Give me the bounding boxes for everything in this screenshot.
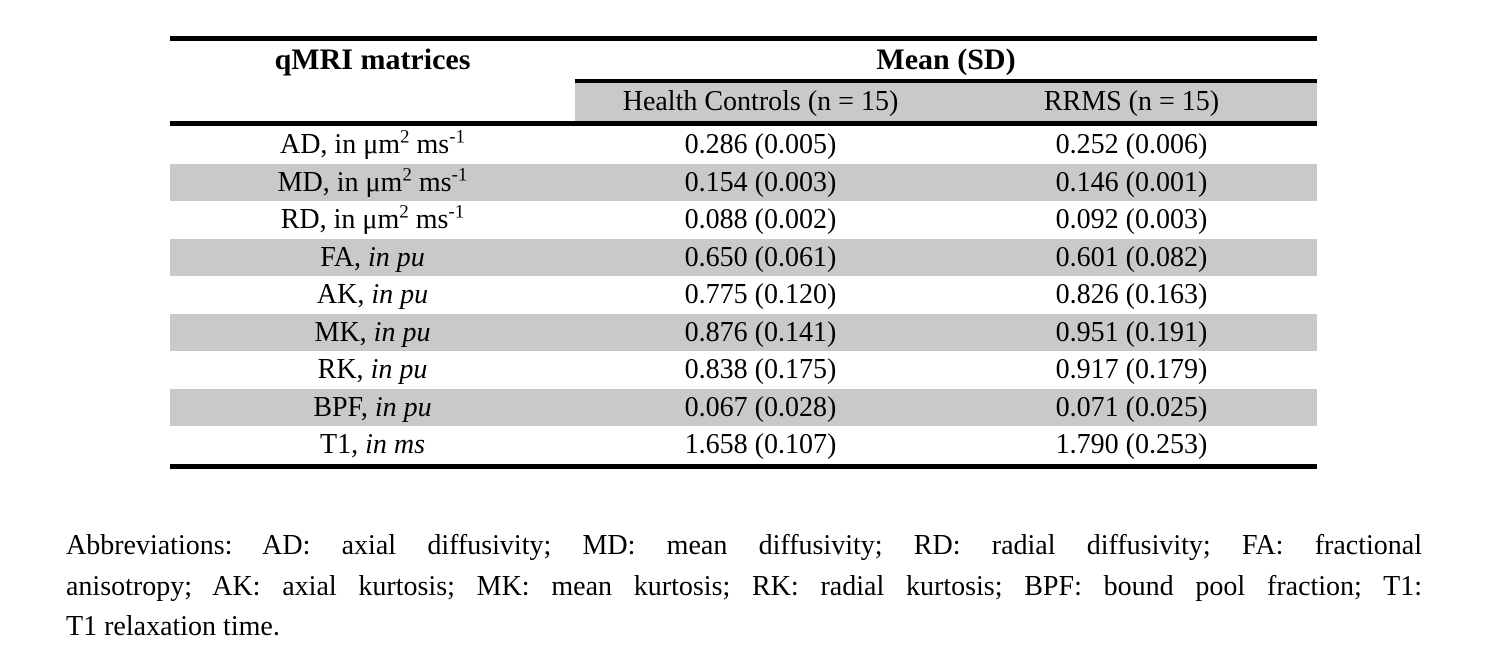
row-label-t1: T1, in ms (319, 429, 425, 460)
health-controls-value-fa: 0.650 (0.061) (684, 241, 837, 273)
health-controls-value-t1: 1.658 (0.107) (684, 429, 837, 460)
table-row-ak: AK, in pu 0.775 (0.120) 0.826 (0.163) (170, 276, 1317, 314)
rrms-value-fa: 0.601 (0.082) (1055, 241, 1208, 273)
table-row-md: MD, in μm2 ms-1 0.154 (0.003) 0.146 (0.001… (170, 163, 1317, 201)
column-subheader-health-controls: Health Controls (n = 15) (575, 81, 946, 126)
table-row-fa: FA, in pu 0.650 (0.061) 0.601 (0.082) (170, 238, 1317, 276)
table-row-bpf: BPF, in pu 0.067 (0.028) 0.071 (0.025) (170, 388, 1317, 426)
footnote-line-1: Abbreviations: AD: axial diffusivity; MD… (66, 530, 1422, 561)
health-controls-value-bpf: 0.067 (0.028) (684, 391, 837, 423)
column-group-header-mean-sd: Mean (SD) (575, 38, 1317, 83)
column-header-qmri-matrices: qMRI matrices (170, 38, 575, 126)
health-controls-value-rd: 0.088 (0.002) (684, 204, 837, 235)
table-body: AD, in μm2 ms-1 0.286 (0.005) 0.252 (0.006… (170, 124, 1317, 467)
health-controls-value-rk: 0.838 (0.175) (684, 354, 837, 385)
rrms-value-rd: 0.092 (0.003) (1055, 204, 1208, 235)
rrms-value-mk: 0.951 (0.191) (1055, 316, 1208, 348)
health-controls-value-ak: 0.775 (0.120) (684, 279, 837, 310)
row-label-fa: FA, in pu (320, 241, 425, 273)
footnote-line-2: anisotropy; AK: axial kurtosis; MK: mean… (66, 570, 1422, 602)
footnote-line-3: T1 relaxation time. (66, 611, 280, 642)
table-row-ad: AD, in μm2 ms-1 0.286 (0.005) 0.252 (0.006… (170, 124, 1317, 164)
row-label-ad: AD, in μm2 ms-1 (279, 126, 466, 160)
rrms-value-md: 0.146 (0.001) (1055, 166, 1208, 198)
row-label-mk: MK, in pu (314, 316, 431, 348)
table-row-mk: MK, in pu 0.876 (0.141) 0.951 (0.191) (170, 313, 1317, 351)
rrms-value-bpf: 0.071 (0.025) (1055, 391, 1208, 423)
rrms-value-ak: 0.826 (0.163) (1055, 279, 1208, 310)
row-label-md: MD, in μm2 ms-1 (277, 164, 468, 198)
health-controls-value-mk: 0.876 (0.141) (684, 316, 837, 348)
rrms-value-t1: 1.790 (0.253) (1055, 429, 1208, 460)
row-label-rd: RD, in μm2 ms-1 (280, 201, 465, 235)
row-label-bpf: BPF, in pu (313, 391, 432, 423)
table-header-row-2: Health Controls (n = 15) RRMS (n = 15) (170, 81, 1317, 126)
table-header: qMRI matrices Mean (SD) Health Controls … (170, 38, 1317, 126)
column-subheader-rrms: RRMS (n = 15) (946, 81, 1317, 126)
rrms-value-ad: 0.252 (0.006) (1055, 129, 1208, 160)
abbreviations-footnote: Abbreviations: AD: axial diffusivity; MD… (66, 526, 1422, 648)
health-controls-value-md: 0.154 (0.003) (684, 166, 837, 198)
table-row-rd: RD, in μm2 ms-1 0.088 (0.002) 0.092 (0.003… (170, 201, 1317, 239)
row-label-ak: AK, in pu (316, 279, 429, 310)
row-label-rk: RK, in pu (317, 354, 428, 385)
rrms-value-rk: 0.917 (0.179) (1055, 354, 1208, 385)
table-row-rk: RK, in pu 0.838 (0.175) 0.917 (0.179) (170, 351, 1317, 389)
health-controls-value-ad: 0.286 (0.005) (684, 129, 837, 160)
qmri-metrics-table: qMRI matrices Mean (SD) Health Controls … (170, 36, 1317, 469)
table-header-row-1: qMRI matrices Mean (SD) (170, 38, 1317, 126)
table-row-t1: T1, in ms 1.658 (0.107) 1.790 (0.253) (170, 426, 1317, 466)
